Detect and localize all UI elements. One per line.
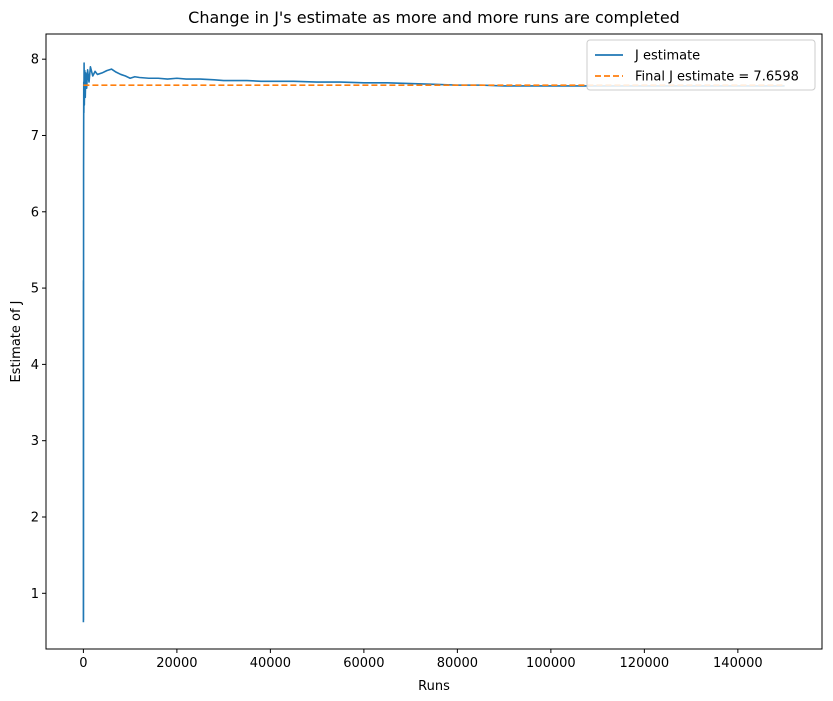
legend: J estimate Final J estimate = 7.6598 — [586, 39, 816, 91]
x-tick-label: 60000 — [343, 656, 384, 671]
x-tick-label: 120000 — [620, 656, 670, 671]
y-axis-title: Estimate of J — [9, 300, 24, 382]
plot-frame — [45, 33, 823, 650]
x-axis: 0 20000 40000 60000 80000 100000 120000 140000 — [79, 649, 763, 671]
y-tick-label: 6 — [31, 205, 39, 220]
x-tick-label: 20000 — [156, 656, 197, 671]
x-tick-label: 0 — [79, 656, 87, 671]
series-layer — [82, 62, 785, 623]
x-axis-title: Runs — [418, 679, 450, 694]
y-tick-label: 3 — [31, 434, 39, 449]
legend-box — [586, 39, 816, 91]
legend-label: J estimate — [634, 49, 700, 64]
chart-title: Change in J's estimate as more and more … — [188, 8, 680, 27]
x-tick-label: 140000 — [713, 656, 763, 671]
legend-label: Final J estimate = 7.6598 — [635, 70, 799, 85]
y-tick-label: 2 — [31, 510, 39, 525]
y-tick-label: 5 — [31, 282, 39, 297]
y-tick-label: 8 — [31, 53, 39, 68]
y-axis: 1 2 3 4 5 6 7 8 — [31, 53, 46, 602]
y-tick-label: 4 — [31, 358, 39, 373]
x-tick-label: 80000 — [437, 656, 478, 671]
y-tick-label: 7 — [31, 129, 39, 144]
x-tick-label: 40000 — [250, 656, 291, 671]
x-tick-label: 100000 — [526, 656, 576, 671]
y-tick-label: 1 — [31, 587, 39, 602]
series-line-0 — [82, 62, 785, 623]
